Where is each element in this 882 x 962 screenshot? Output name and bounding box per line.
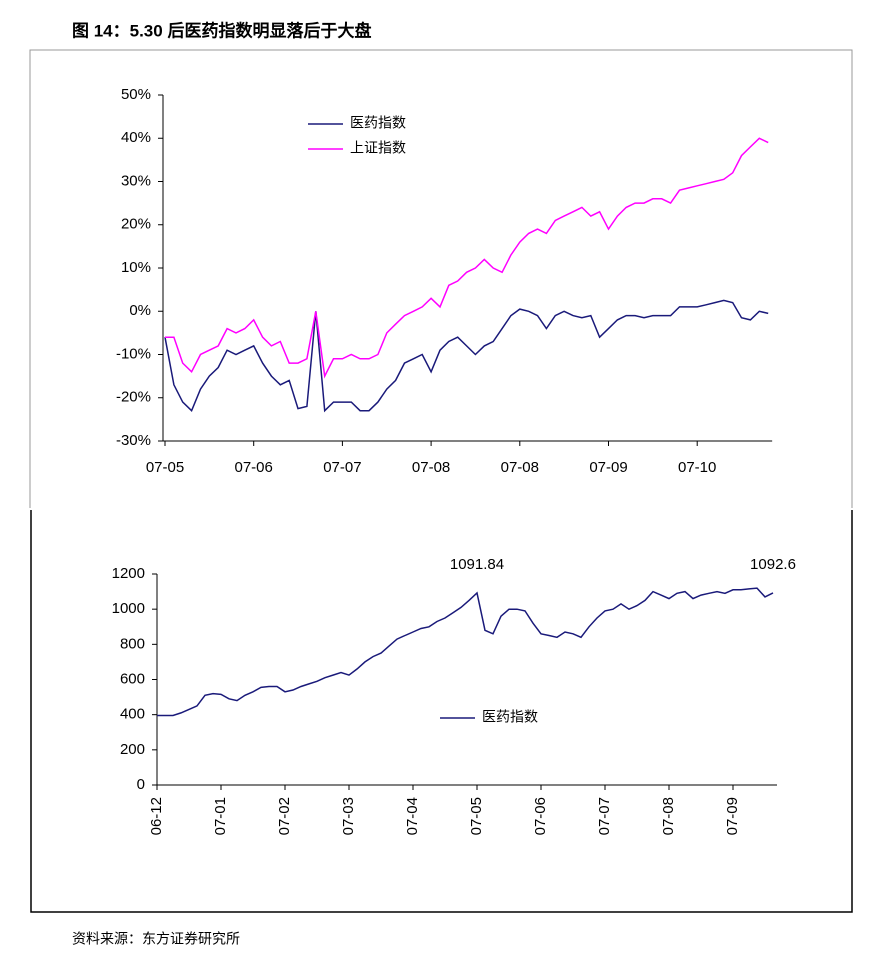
x-tick-label: 07-05 xyxy=(146,459,184,476)
x-tick-label: 07-02 xyxy=(276,797,293,835)
legend-label: 医药指数 xyxy=(350,115,406,131)
y-tick-label: 30% xyxy=(121,172,151,189)
x-tick-label: 07-09 xyxy=(589,459,627,476)
y-tick-label: 400 xyxy=(120,706,145,723)
legend-label: 上证指数 xyxy=(350,140,406,156)
source-note: 资料来源：东方证券研究所 xyxy=(72,931,240,947)
data-label: 1092.6 xyxy=(750,556,796,573)
x-tick-label: 06-12 xyxy=(148,797,165,835)
x-tick-label: 07-06 xyxy=(235,459,273,476)
data-line xyxy=(157,587,774,717)
x-tick-label: 07-08 xyxy=(412,459,450,476)
x-tick-label: 07-09 xyxy=(724,797,741,835)
x-tick-label: 07-08 xyxy=(660,797,677,835)
figure-title: 图 14：5.30 后医药指数明显落后于大盘 xyxy=(72,20,371,40)
x-tick-label: 07-03 xyxy=(340,797,357,835)
data-line xyxy=(165,137,769,379)
y-tick-label: 1000 xyxy=(112,600,145,617)
y-tick-label: 200 xyxy=(120,741,145,758)
legend-label: 医药指数 xyxy=(482,709,538,725)
y-tick-label: -10% xyxy=(116,345,151,362)
y-tick-label: 600 xyxy=(120,670,145,687)
data-line xyxy=(164,299,769,413)
x-tick-label: 07-10 xyxy=(678,459,716,476)
y-tick-label: 20% xyxy=(121,216,151,233)
y-tick-label: 10% xyxy=(121,259,151,276)
y-tick-label: 0 xyxy=(137,776,145,793)
x-tick-label: 07-04 xyxy=(404,797,421,835)
x-tick-label: 07-07 xyxy=(596,797,613,835)
x-tick-label: 07-01 xyxy=(212,797,229,835)
y-tick-label: -30% xyxy=(116,432,151,449)
y-tick-label: 40% xyxy=(121,129,151,146)
x-tick-label: 07-08 xyxy=(501,459,539,476)
x-tick-label: 07-05 xyxy=(468,797,485,835)
y-tick-label: -20% xyxy=(116,389,151,406)
x-tick-label: 07-06 xyxy=(532,797,549,835)
top-frame xyxy=(29,49,853,508)
y-tick-label: 50% xyxy=(121,86,151,103)
y-tick-label: 0% xyxy=(129,302,151,319)
x-tick-label: 07-07 xyxy=(323,459,361,476)
y-tick-label: 1200 xyxy=(112,565,145,582)
y-tick-label: 800 xyxy=(120,635,145,652)
data-label: 1091.84 xyxy=(450,556,504,573)
bottom-frame xyxy=(30,510,853,913)
